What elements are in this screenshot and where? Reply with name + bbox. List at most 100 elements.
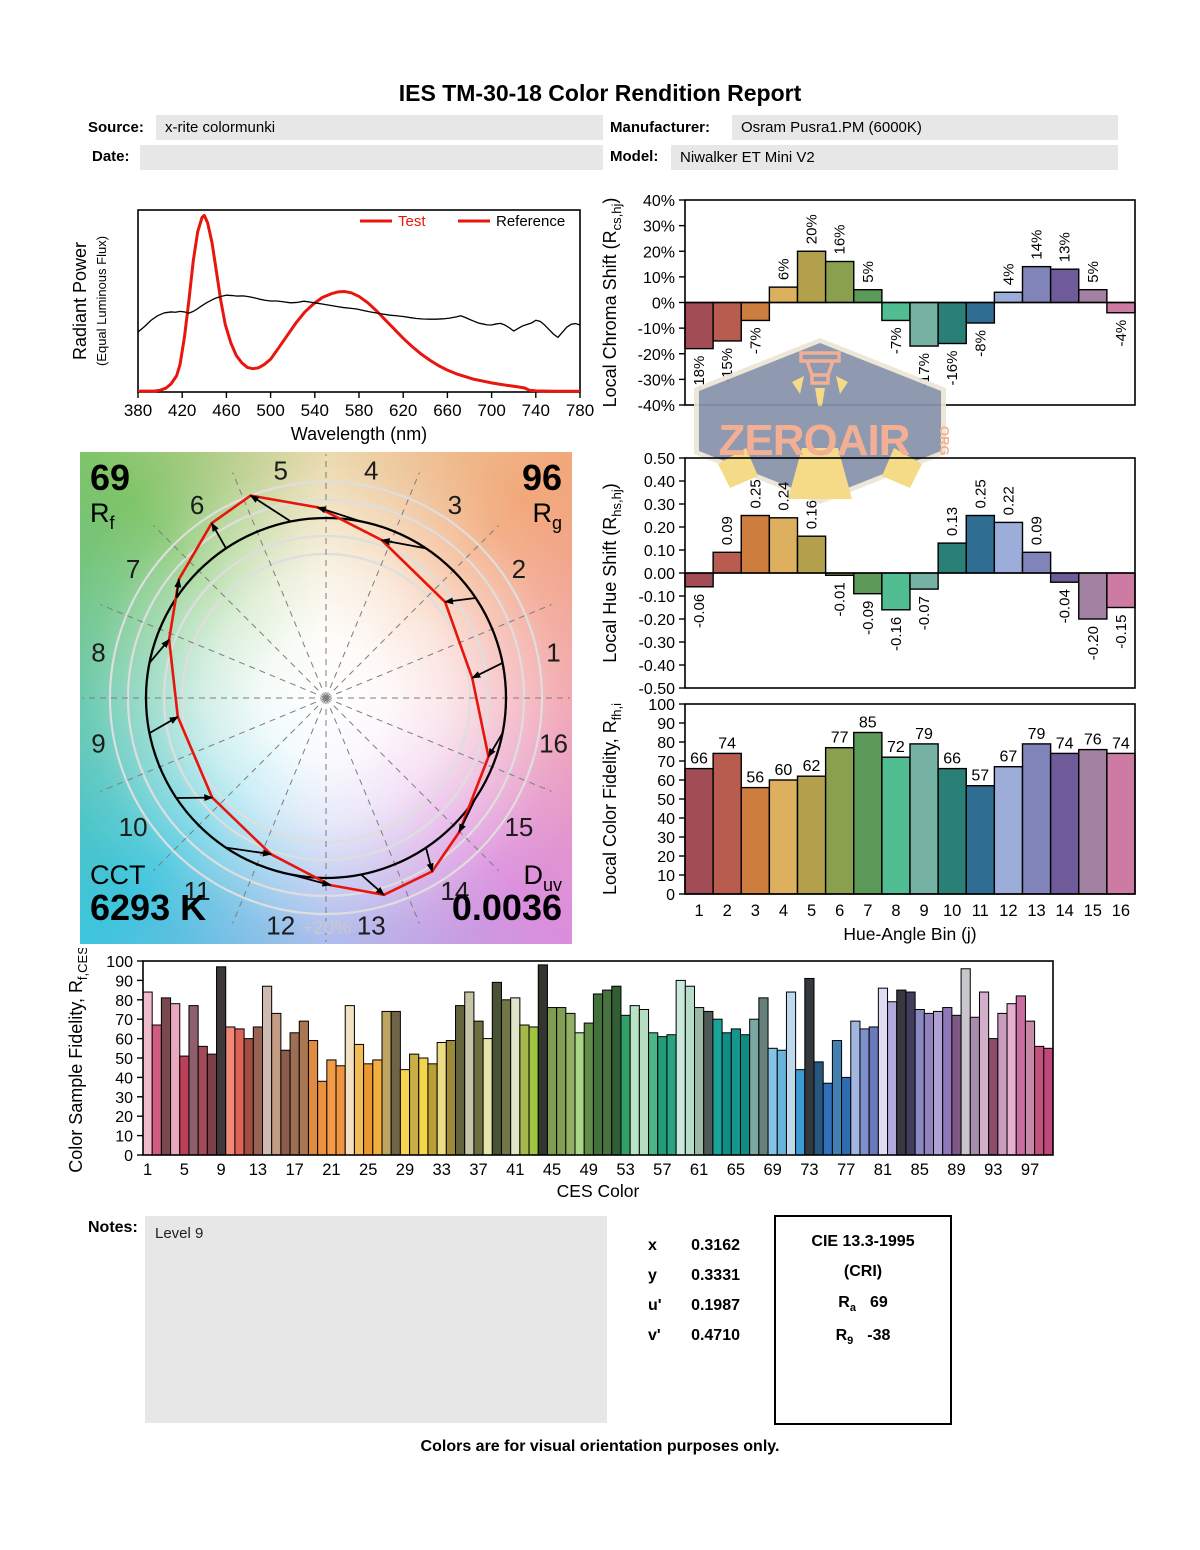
svg-text:-0.20: -0.20 bbox=[1085, 626, 1102, 660]
svg-text:57: 57 bbox=[971, 768, 989, 785]
chroma-shift-chart: 40% 30% 20% 10% 0% -10% -20% -30% -40% -18% -15% -7… bbox=[590, 185, 1150, 430]
cri-title: CIE 13.3-1995 bbox=[811, 1233, 915, 1250]
chromaticity-x: x 0.3162 bbox=[648, 1237, 740, 1254]
svg-text:7: 7 bbox=[863, 902, 872, 920]
svg-text:8: 8 bbox=[891, 902, 900, 920]
svg-text:9: 9 bbox=[91, 728, 105, 758]
svg-text:74: 74 bbox=[1112, 735, 1130, 752]
svg-text:-4%: -4% bbox=[1113, 320, 1130, 347]
spd-chart-svg: 380 420 460 500 540 580 620 660 700 740 780 Wavelen… bbox=[70, 209, 594, 444]
svg-text:0.00: 0.00 bbox=[644, 566, 675, 583]
svg-text:Local Chroma Shift (Rcs,hj): Local Chroma Shift (Rcs,hj) bbox=[600, 198, 624, 408]
svg-text:85: 85 bbox=[911, 1161, 929, 1179]
svg-text:61: 61 bbox=[690, 1161, 708, 1179]
model-value-box: Niwalker ET Mini V2 bbox=[671, 145, 1118, 170]
source-label: Source: bbox=[88, 119, 144, 136]
svg-text:4: 4 bbox=[364, 455, 378, 485]
svg-text:0.40: 0.40 bbox=[644, 474, 675, 491]
svg-text:20: 20 bbox=[115, 1109, 133, 1126]
zeroair-badge: ZEROAIR ORG bbox=[694, 338, 952, 504]
svg-text:74: 74 bbox=[718, 735, 736, 752]
svg-text:11: 11 bbox=[184, 876, 211, 906]
svg-text:Reference: Reference bbox=[496, 213, 565, 230]
svg-text:-40%: -40% bbox=[638, 398, 675, 415]
svg-text:0.22: 0.22 bbox=[1000, 486, 1017, 515]
svg-text:0%: 0% bbox=[652, 296, 675, 313]
svg-text:Hue-Angle Bin (j): Hue-Angle Bin (j) bbox=[843, 924, 976, 944]
svg-text:14: 14 bbox=[440, 876, 469, 906]
svg-text:5: 5 bbox=[274, 455, 288, 485]
svg-text:69: 69 bbox=[763, 1161, 781, 1179]
chromaticity-v: v' 0.4710 bbox=[648, 1327, 740, 1344]
local-fidelity-chart: 100 90 80 70 60 50 40 30 20 10 0 66 74 56 60 62 77 85 72 79… bbox=[590, 692, 1150, 949]
cri-subtitle: (CRI) bbox=[843, 1263, 883, 1280]
svg-text:76: 76 bbox=[1084, 732, 1102, 749]
svg-text:13%: 13% bbox=[1057, 232, 1074, 262]
svg-text:-0.01: -0.01 bbox=[832, 582, 849, 616]
svg-text:4%: 4% bbox=[1000, 264, 1017, 286]
watermark-text: ZEROAIR bbox=[719, 416, 910, 465]
svg-text:660: 660 bbox=[433, 401, 461, 420]
svg-text:72: 72 bbox=[887, 739, 905, 756]
svg-text:13: 13 bbox=[1027, 902, 1045, 920]
svg-text:-0.40: -0.40 bbox=[639, 658, 676, 675]
svg-text:60: 60 bbox=[775, 762, 793, 779]
svg-text:17: 17 bbox=[285, 1161, 303, 1179]
svg-text:10: 10 bbox=[657, 868, 675, 885]
svg-text:6%: 6% bbox=[775, 258, 792, 280]
svg-text:65: 65 bbox=[727, 1161, 745, 1179]
svg-text:30: 30 bbox=[657, 830, 675, 847]
svg-text:66: 66 bbox=[690, 751, 708, 768]
cri-ra-row: Ra 69 bbox=[838, 1294, 888, 1315]
svg-text:Wavelength (nm): Wavelength (nm) bbox=[291, 424, 427, 444]
svg-text:49: 49 bbox=[580, 1161, 598, 1179]
svg-text:-16%: -16% bbox=[944, 351, 961, 386]
svg-text:2: 2 bbox=[723, 902, 732, 920]
svg-text:6: 6 bbox=[835, 902, 844, 920]
svg-text:-0.50: -0.50 bbox=[639, 681, 676, 695]
svg-text:CCT: CCT bbox=[90, 860, 146, 890]
svg-text:-0.15: -0.15 bbox=[1113, 615, 1130, 649]
svg-text:70: 70 bbox=[657, 754, 675, 771]
svg-text:10: 10 bbox=[943, 902, 961, 920]
svg-text:5: 5 bbox=[807, 902, 816, 920]
svg-text:Color Sample Fidelity, Rf,CESi: Color Sample Fidelity, Rf,CESi bbox=[66, 948, 90, 1173]
svg-text:-10%: -10% bbox=[638, 321, 675, 338]
svg-text:40: 40 bbox=[657, 811, 675, 828]
svg-text:66: 66 bbox=[943, 751, 961, 768]
svg-text:50: 50 bbox=[657, 792, 675, 809]
svg-text:0.0036: 0.0036 bbox=[452, 887, 562, 928]
svg-text:0.20: 0.20 bbox=[644, 520, 675, 537]
svg-text:10: 10 bbox=[119, 812, 148, 842]
svg-text:29: 29 bbox=[396, 1161, 414, 1179]
svg-text:Radiant Power: Radiant Power bbox=[70, 242, 90, 360]
svg-text:20%: 20% bbox=[643, 244, 675, 261]
svg-text:-7%: -7% bbox=[888, 327, 905, 354]
svg-text:77: 77 bbox=[831, 730, 849, 747]
svg-text:30%: 30% bbox=[643, 219, 675, 236]
svg-text:15: 15 bbox=[1084, 902, 1102, 920]
svg-text:CES Color: CES Color bbox=[557, 1181, 640, 1201]
notes-box: Level 9 bbox=[145, 1216, 607, 1423]
svg-text:16: 16 bbox=[539, 728, 568, 758]
ces-chart: 100 90 80 70 60 50 40 30 20 10 0 1 5 9 13 17 21 25 29 33 37 4… bbox=[58, 943, 1148, 1207]
svg-text:10%: 10% bbox=[643, 270, 675, 287]
svg-text:41: 41 bbox=[506, 1161, 524, 1179]
svg-text:100: 100 bbox=[106, 954, 133, 971]
svg-text:5: 5 bbox=[180, 1161, 189, 1179]
svg-text:780: 780 bbox=[566, 401, 594, 420]
svg-text:0.30: 0.30 bbox=[644, 497, 675, 514]
source-value-box: x-rite colormunki bbox=[156, 115, 603, 140]
svg-text:90: 90 bbox=[115, 973, 133, 990]
svg-text:0.50: 0.50 bbox=[644, 451, 675, 468]
model-value: Niwalker ET Mini V2 bbox=[680, 149, 815, 166]
svg-text:79: 79 bbox=[1028, 726, 1046, 743]
svg-text:9: 9 bbox=[919, 902, 928, 920]
svg-text:21: 21 bbox=[322, 1161, 340, 1179]
svg-text:-7%: -7% bbox=[747, 327, 764, 354]
svg-text:7: 7 bbox=[126, 554, 140, 584]
svg-text:6293 K: 6293 K bbox=[90, 887, 206, 928]
svg-text:67: 67 bbox=[1000, 749, 1018, 766]
svg-text:13: 13 bbox=[249, 1161, 267, 1179]
